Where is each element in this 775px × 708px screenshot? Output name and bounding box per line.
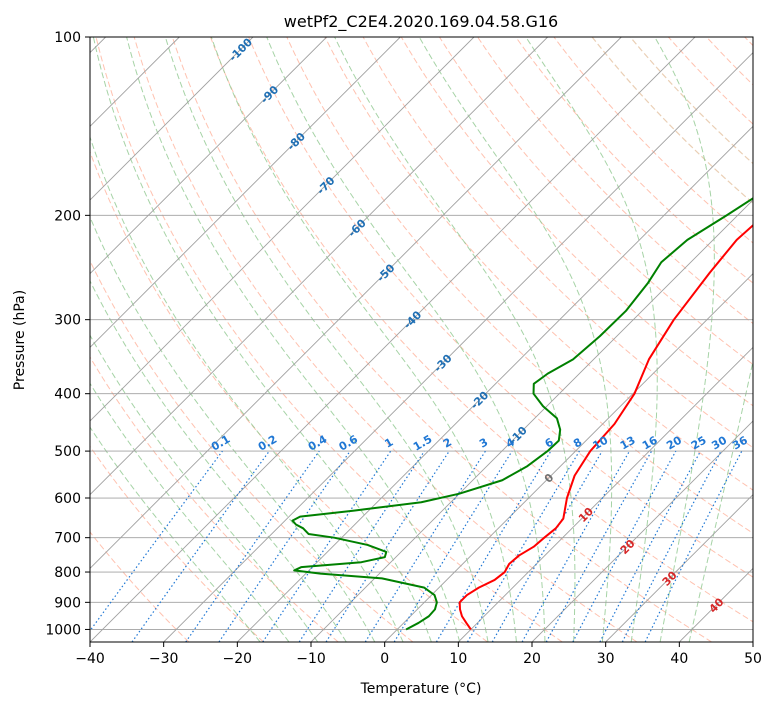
x-axis-title: Temperature (°C) (360, 681, 482, 697)
y-axis-title: Pressure (hPa) (12, 290, 28, 390)
moist-adiabat (210, 37, 517, 642)
plot-frame (89, 36, 754, 643)
isotherm-line (90, 37, 622, 569)
dewpoint-profile-line (291, 197, 753, 631)
y-tick-label: 300 (54, 313, 81, 329)
dry-adiabat (90, 356, 339, 642)
dry-adiabat (515, 37, 753, 284)
x-tick-label: −40 (75, 651, 105, 667)
temperature-profile-line (458, 223, 753, 631)
x-tick-label: 40 (670, 651, 688, 667)
y-tick-label: 600 (54, 491, 81, 507)
y-axis: 100 200 300 400 500 600 700 800 900 1000 (45, 30, 90, 638)
mixing-ratio-line (325, 450, 450, 642)
y-tick-label: 200 (54, 208, 81, 224)
y-tick-label: 900 (54, 595, 81, 611)
moist-adiabat (688, 358, 753, 642)
moist-adiabat (90, 215, 376, 642)
chart-title: wetPf2_C2E4.2020.169.04.58.G16 (284, 12, 558, 32)
x-tick-label: 10 (449, 651, 467, 667)
moist-adiabat (90, 382, 290, 642)
isotherm-line (384, 273, 753, 642)
x-axis: −40 −30 −20 −10 0 10 20 30 40 50 (75, 642, 762, 667)
dry-adiabat (210, 37, 753, 623)
x-tick-label: −20 (223, 651, 253, 667)
isotherm-line (605, 494, 753, 642)
mixing-ratio-line (90, 450, 223, 632)
x-tick-label: 20 (523, 651, 541, 667)
moist-adiabat (126, 37, 461, 642)
y-tick-label: 100 (54, 30, 81, 46)
dry-adiabat (90, 445, 264, 642)
x-tick-label: 0 (380, 651, 389, 667)
mixing-ratio-line (545, 450, 653, 642)
x-tick-label: −30 (149, 651, 179, 667)
y-tick-label: 500 (54, 444, 81, 460)
dry-adiabat (90, 531, 190, 642)
isotherm-line (90, 37, 548, 496)
moist-adiabat (266, 37, 546, 642)
mixing-ratio-line (262, 450, 392, 642)
dry-adiabat (400, 37, 753, 407)
pressure-grid (90, 37, 753, 630)
y-tick-label: 800 (54, 565, 81, 581)
isotherm-line (90, 37, 475, 422)
moist-adiabat (164, 37, 489, 642)
dry-adiabat (90, 150, 488, 642)
isotherm-grid (90, 37, 753, 642)
isotherm-line (90, 37, 401, 348)
moist-adiabat (418, 37, 613, 642)
x-tick-label: 50 (744, 651, 762, 667)
isotherm-line (90, 37, 327, 275)
dry-adiabat (248, 37, 753, 578)
mixing-ratio-line (644, 450, 743, 642)
y-tick-label: 400 (54, 387, 81, 403)
y-tick-label: 1000 (45, 622, 81, 638)
x-tick-label: −10 (296, 651, 326, 667)
dry-adiabat (95, 37, 563, 642)
isotherm-line (163, 52, 753, 642)
mixing-ratio-line (185, 450, 320, 642)
mixing-ratio-lines (90, 450, 743, 642)
moist-adiabat (90, 426, 261, 642)
y-tick-label: 700 (54, 531, 81, 547)
isotherm-line (458, 346, 753, 642)
moist-adiabat (90, 135, 404, 642)
plot-background (90, 37, 753, 642)
mixing-ratio-line (393, 450, 513, 642)
profile-series (291, 197, 753, 631)
isotherm-line (237, 125, 753, 642)
mixing-ratio-line (131, 450, 270, 642)
moist-adiabat (654, 37, 715, 642)
x-tick-label: 30 (597, 651, 615, 667)
isotherm-line (90, 37, 254, 201)
mixing-ratio-line (218, 450, 351, 642)
dry-adiabat (171, 37, 712, 642)
moist-adiabat (92, 37, 432, 642)
mixing-ratio-line (521, 450, 631, 642)
isotherm-line (531, 420, 753, 642)
dry-adiabat (439, 37, 753, 366)
isotherm-line (90, 37, 696, 642)
isotherm-line (310, 199, 753, 642)
moist-adiabat (90, 334, 319, 642)
mixing-ratio-line (572, 450, 677, 642)
